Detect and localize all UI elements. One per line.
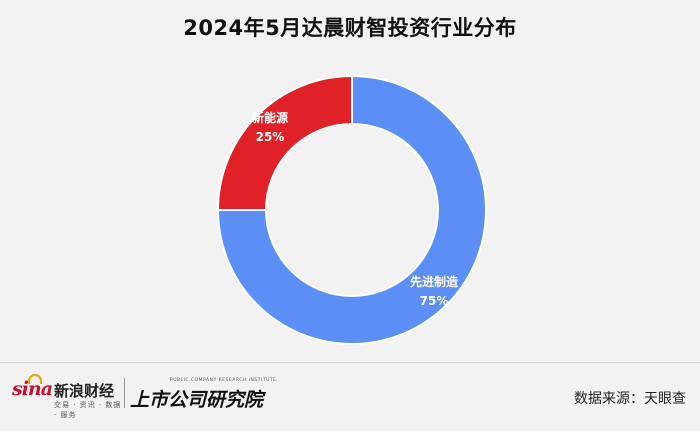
- institute-english-name: PUBLIC COMPANY RESEARCH INSTITUTE: [170, 378, 277, 383]
- slice-label-1: 新能源: [252, 110, 288, 125]
- slice-1: [216, 74, 353, 211]
- logo-separator: [124, 378, 125, 408]
- data-source: 数据来源：天眼查: [574, 391, 686, 407]
- sina-eye-icon: [28, 374, 42, 384]
- footer-divider: [0, 362, 700, 363]
- slice-value-0: 75%: [420, 294, 449, 308]
- institute-chinese-name: 上市公司研究院: [130, 389, 264, 411]
- slice-label-0: 先进制造: [410, 274, 459, 289]
- donut-labels: 先进制造 75% 新能源 25%: [252, 110, 459, 308]
- sina-finance-tagline: 交易 · 资讯 · 数据 · 服务: [54, 401, 122, 419]
- chart-title: 2024年5月达晨财智投资行业分布: [183, 16, 517, 40]
- research-institute-logo: PUBLIC COMPANY RESEARCH INSTITUTE 上市公司研究…: [130, 372, 276, 412]
- slice-0: [216, 74, 487, 345]
- sina-wordmark: sina: [12, 378, 53, 400]
- sina-finance-name: 新浪财经: [54, 382, 115, 400]
- donut-slices: [216, 74, 487, 345]
- slice-value-1: 25%: [256, 130, 285, 144]
- sina-finance-logo: sina 新浪财经 交易 · 资讯 · 数据 · 服务: [12, 374, 122, 419]
